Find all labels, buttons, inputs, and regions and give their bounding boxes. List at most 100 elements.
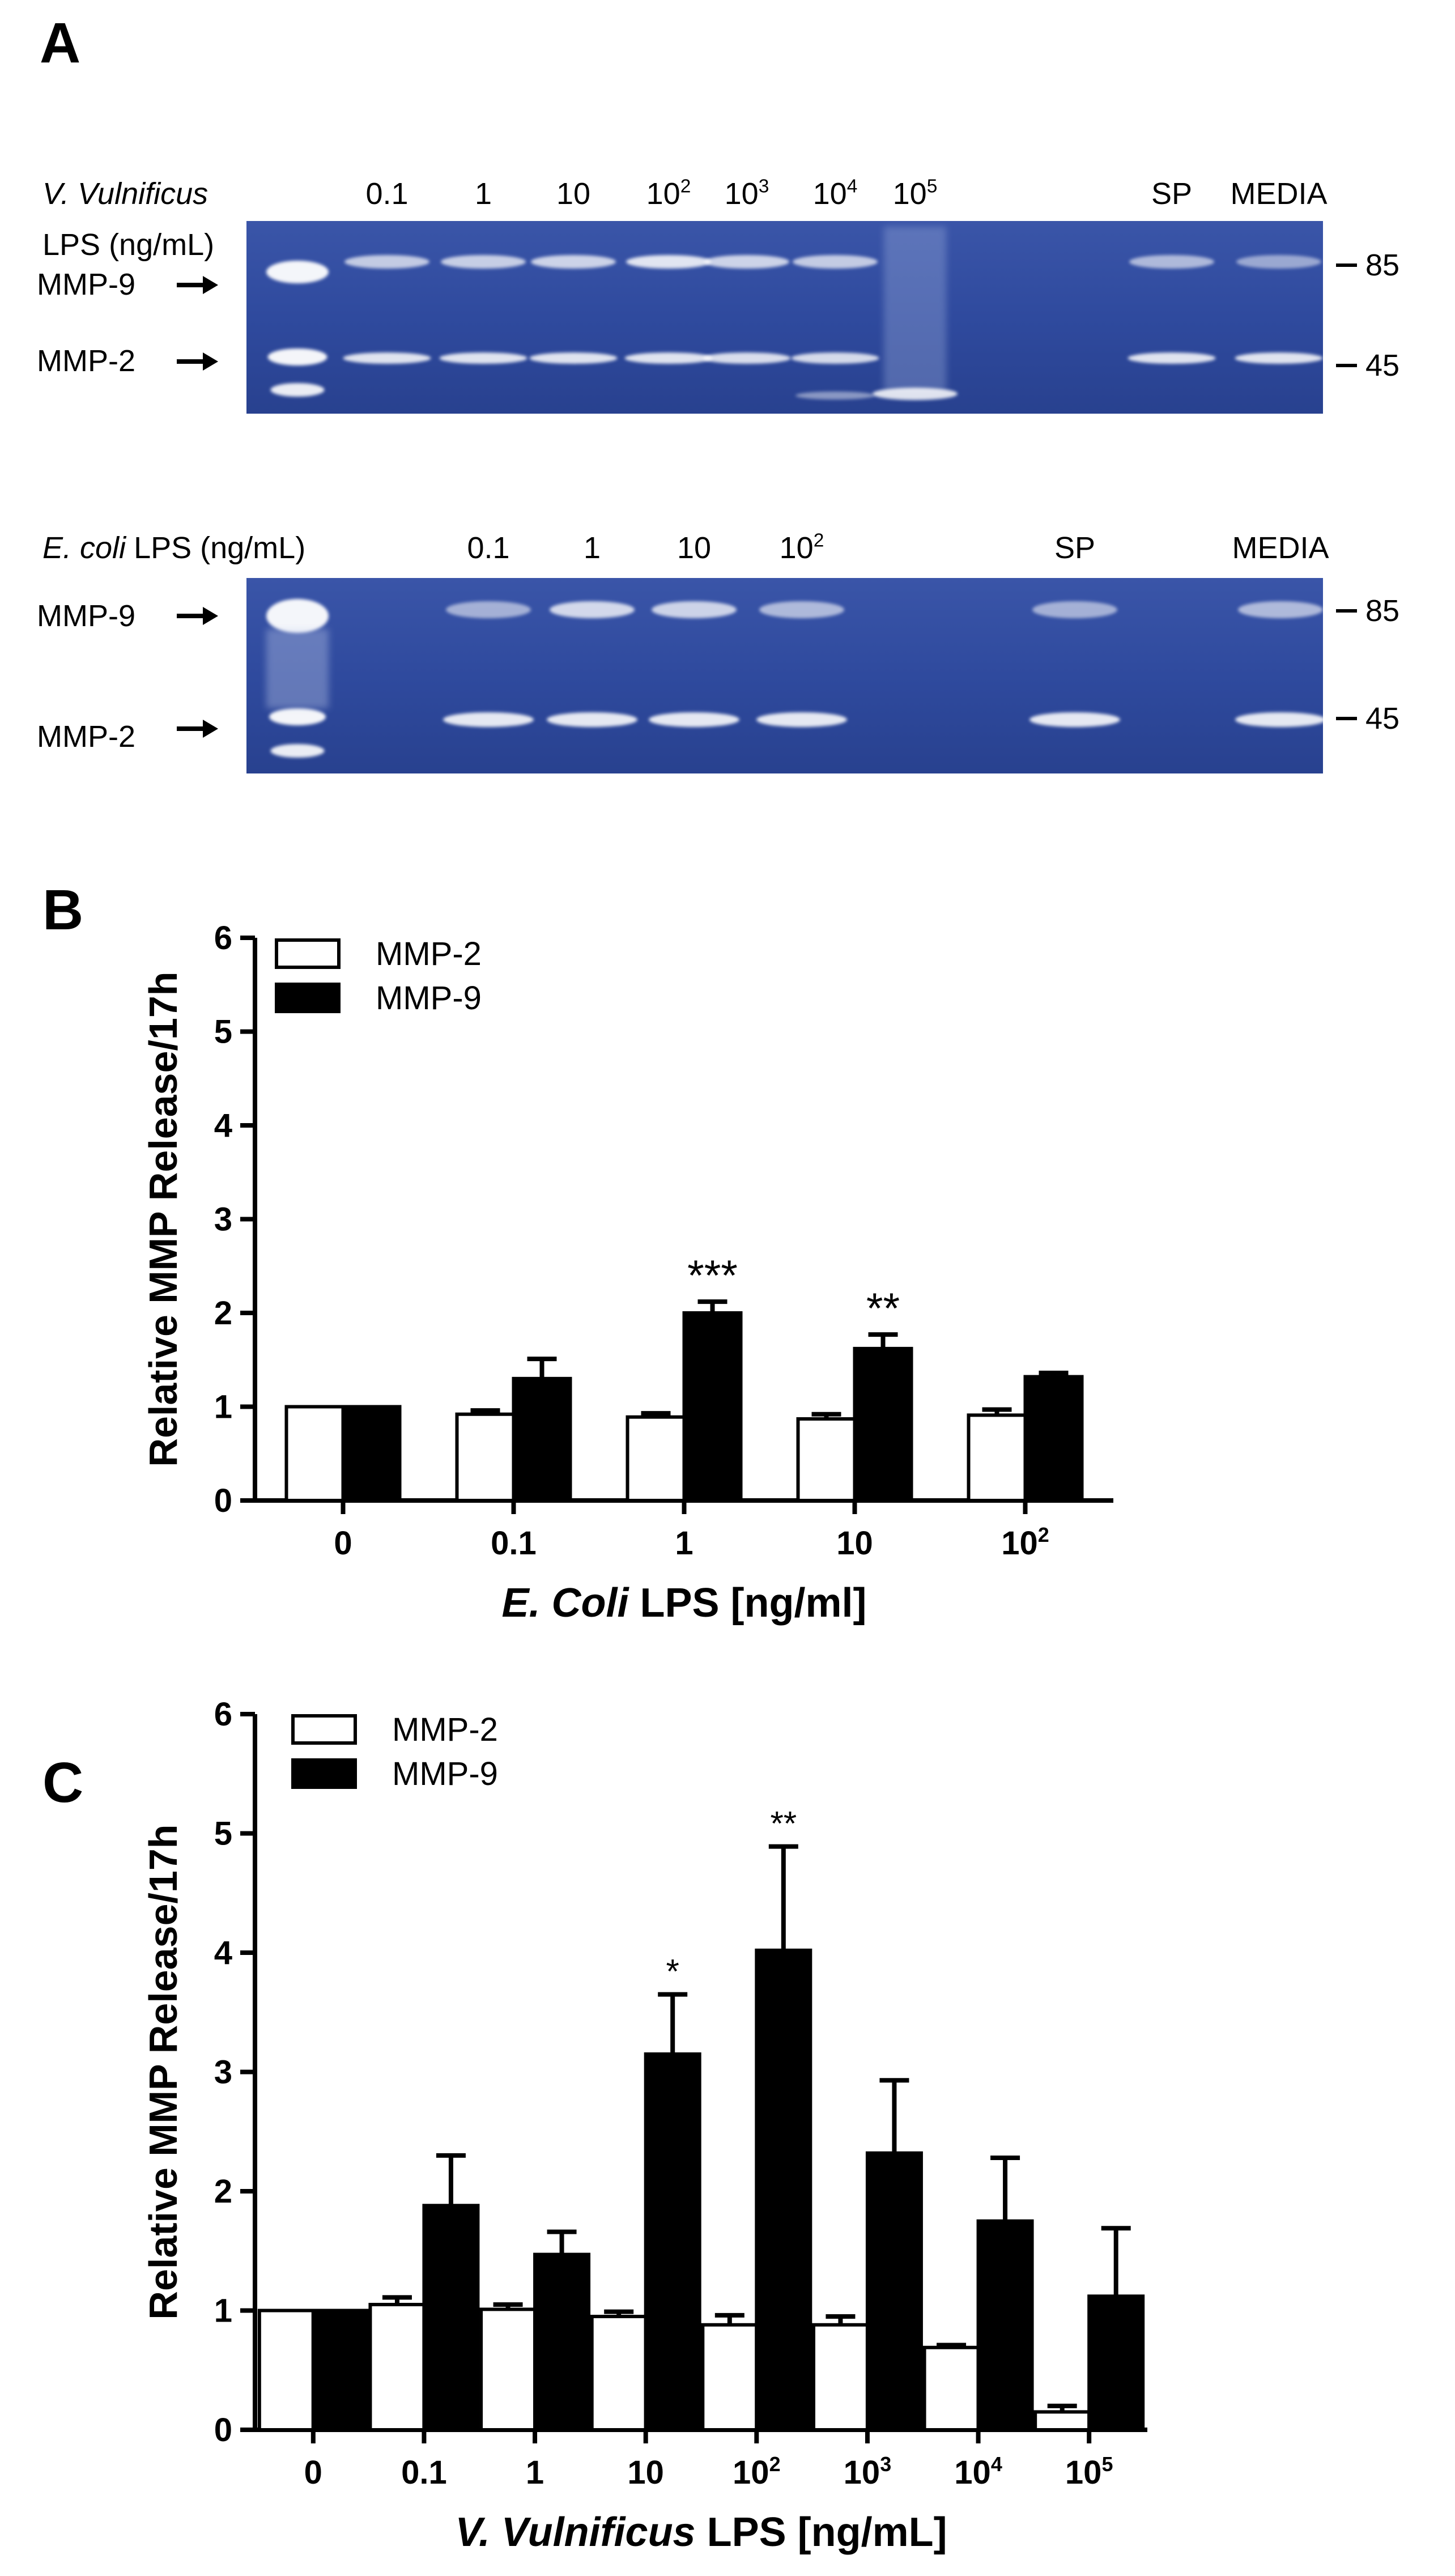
bar-mmp-2 xyxy=(796,1417,857,1502)
bar-mmp-9 xyxy=(512,1376,572,1503)
x-tick-label: 1 xyxy=(526,2454,544,2491)
y-tick-label: 3 xyxy=(214,1201,232,1238)
x-tick-label: 102 xyxy=(1001,1523,1049,1562)
gel1-label-mmp2: MMP-2 xyxy=(37,344,135,378)
x-tick-label-base: 0.1 xyxy=(401,2454,447,2491)
gel1-label-mmp9: MMP-9 xyxy=(37,267,135,301)
x-tick-label-base: 10 xyxy=(627,2454,664,2491)
x-tick-label-base: 1 xyxy=(526,2454,544,2491)
bar-mmp-2 xyxy=(455,1412,516,1502)
gel1-lane-label-base: 10 xyxy=(646,177,680,211)
gel2-lane-label-sup: 2 xyxy=(814,530,824,551)
gel2-lane-label: SP xyxy=(1054,531,1095,565)
legend-label: MMP-9 xyxy=(392,1755,498,1792)
x-tick-label: 104 xyxy=(954,2452,1002,2491)
bar-mmp-2 xyxy=(922,2345,980,2432)
gel-band xyxy=(759,601,844,618)
bar-mmp-2 xyxy=(590,2315,648,2432)
y-tick-label: 4 xyxy=(214,1107,232,1144)
gel1-lane-label-base: 10 xyxy=(556,177,590,211)
gel-band xyxy=(446,601,531,618)
x-tick-label-base: 10 xyxy=(1065,2454,1102,2491)
panel-label-a: A xyxy=(40,11,80,75)
gel-band xyxy=(649,712,739,727)
legend-swatch-mmp-2 xyxy=(291,1714,357,1745)
x-tick-label-base: 0 xyxy=(334,1525,352,1562)
gel-smear xyxy=(266,629,329,708)
gel-band xyxy=(1235,352,1323,364)
gel1-lane-label-sup: 4 xyxy=(847,176,858,197)
gel-band xyxy=(550,601,635,618)
significance-marker: ** xyxy=(866,1285,900,1333)
chart-c: 0 1 2 3 4 5 6 Relative MMP Release/17h 0 0.1 1 10 * 1… xyxy=(141,1696,1147,2555)
gel1-header-units: LPS (ng/mL) xyxy=(42,228,214,262)
x-axis-label-rest: LPS [ng/mL] xyxy=(696,2510,947,2555)
gel1-lane-label-sup: 2 xyxy=(680,176,691,197)
x-axis-label-italic: V. Vulnificus xyxy=(455,2510,695,2555)
bar-mmp-2 xyxy=(257,2309,315,2432)
gel2-lane-label-base: 1 xyxy=(584,531,601,565)
gel1-image xyxy=(246,221,1323,414)
bar-mmp-9 xyxy=(865,2151,923,2432)
x-tick-label: 10 xyxy=(627,2454,664,2491)
gel1-lane-label: 0.1 xyxy=(365,177,408,211)
gel-band xyxy=(270,744,325,758)
x-tick-label-base: 1 xyxy=(675,1525,693,1562)
bar-mmp-9 xyxy=(644,2052,701,2432)
gel2-marker-85: 85 xyxy=(1365,594,1399,628)
significance-marker: *** xyxy=(687,1252,738,1300)
gel1-bands xyxy=(266,227,1323,400)
gel-band xyxy=(529,352,618,364)
y-tick-label: 5 xyxy=(214,1816,232,1852)
gel-band xyxy=(269,708,326,725)
gel-band xyxy=(443,712,534,727)
gel-band xyxy=(756,712,847,727)
gel2-lane-label: 1 xyxy=(584,531,601,565)
x-axis-label: E. Coli LPS [ng/ml] xyxy=(502,1580,867,1626)
x-tick-label: 0 xyxy=(334,1525,352,1562)
bar-mmp-9 xyxy=(1023,1375,1084,1503)
panel-label-b: B xyxy=(42,878,83,942)
y-tick-label: 1 xyxy=(214,1389,232,1426)
gel-band xyxy=(1236,255,1321,269)
bar-mmp-2 xyxy=(967,1413,1027,1503)
bar-mmp-9 xyxy=(682,1311,743,1502)
gel-band xyxy=(704,255,789,269)
bar-mmp-9 xyxy=(1087,2294,1145,2432)
gel2-arrow-mmp2 xyxy=(177,720,218,738)
x-tick-label-base: 10 xyxy=(1001,1525,1038,1562)
gel1-lane-label-base: SP xyxy=(1151,177,1192,211)
chart-b: 0 1 2 3 4 5 6 Relative MMP Release/17h 0 0.1 1 *** 1… xyxy=(141,920,1113,1626)
gel-band xyxy=(1128,352,1216,364)
gel1-lane-label: 10 xyxy=(556,177,590,211)
bar-mmp-2 xyxy=(1033,2410,1091,2432)
bar-mmp-2 xyxy=(479,2307,537,2432)
bar-mmp-9 xyxy=(533,2252,591,2432)
x-tick-label-base: 10 xyxy=(733,2454,769,2491)
x-tick-label-sup: 3 xyxy=(880,2452,891,2476)
bar-mmp-2 xyxy=(368,2302,426,2432)
gel-band xyxy=(703,352,791,364)
gel1-lane-label-sup: 3 xyxy=(759,176,769,197)
x-tick-label: 1 xyxy=(675,1525,693,1562)
gel2-lane-label: 10 xyxy=(677,531,711,565)
bar-mmp-2 xyxy=(284,1405,345,1502)
x-axis-label-rest: LPS [ng/ml] xyxy=(629,1580,867,1626)
y-tick-label: 6 xyxy=(214,1696,232,1733)
gel1-lane-label-base: 10 xyxy=(893,177,927,211)
gel2-lane-label-base: 10 xyxy=(677,531,711,565)
gel1-lane-label-base: 0.1 xyxy=(365,177,408,211)
gel2-lane-label-base: 0.1 xyxy=(467,531,509,565)
gel1-lane-label: 103 xyxy=(725,176,769,211)
bar-mmp-2 xyxy=(701,2323,759,2432)
x-tick-label: 103 xyxy=(844,2452,892,2491)
gel-band xyxy=(547,712,637,727)
legend-label: MMP-2 xyxy=(392,1711,498,1748)
x-tick-label-base: 0 xyxy=(304,2454,322,2491)
gel-band xyxy=(1129,255,1214,269)
gel2-lane-label-base: MEDIA xyxy=(1232,531,1329,565)
gel2-arrow-mmp9 xyxy=(177,607,218,625)
gel-band xyxy=(793,255,878,269)
x-tick-label: 10 xyxy=(836,1525,873,1562)
gel-band xyxy=(266,261,329,283)
